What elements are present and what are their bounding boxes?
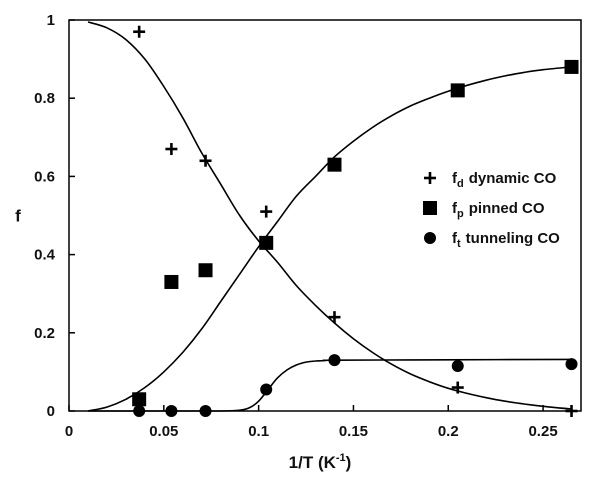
y-axis-title: f bbox=[15, 207, 21, 226]
plot-frame bbox=[68, 19, 582, 412]
pinned-data-point bbox=[164, 274, 179, 289]
x-axis-title-close: ) bbox=[346, 453, 352, 472]
ticks-layer: 0 0.05 0.1 0.15 0.2 0.25 0 0.2 0.4 0.6 0.8 1 bbox=[34, 12, 558, 440]
pinned-data-point bbox=[259, 235, 274, 250]
legend-marker-plus-icon bbox=[424, 172, 436, 184]
dynamic-data-point bbox=[133, 25, 146, 38]
legend-label-dynamic: fd dynamic CO bbox=[452, 170, 557, 190]
dynamic-data-point bbox=[260, 205, 273, 218]
legend-name-pinned: pinned CO bbox=[469, 200, 545, 217]
axes-layer bbox=[68, 19, 582, 412]
x-tick-label: 0.15 bbox=[339, 423, 368, 440]
x-axis-title-superscript: -1 bbox=[336, 452, 346, 464]
legend-subscript-tunneling: t bbox=[457, 238, 461, 250]
tunneling-data-point bbox=[133, 405, 146, 417]
tunneling-data-point bbox=[165, 405, 178, 417]
tunneling-data-point bbox=[260, 383, 273, 396]
x-tick-label: 0.25 bbox=[528, 423, 557, 440]
x-tick-label: 0.05 bbox=[149, 423, 178, 440]
tunneling-fit-curve bbox=[87, 358, 572, 412]
legend-item-tunneling: ft tunneling CO bbox=[424, 230, 560, 250]
legend-name-tunneling: tunneling CO bbox=[466, 230, 560, 247]
legend-marker-circle-icon bbox=[424, 232, 436, 244]
legend-name-dynamic: dynamic CO bbox=[469, 170, 557, 187]
legend-symbol-tunneling: f bbox=[452, 230, 458, 247]
y-tick-label: 0.6 bbox=[34, 168, 55, 185]
legend-item-dynamic: fd dynamic CO bbox=[424, 170, 557, 190]
dynamic-data-point bbox=[565, 405, 578, 417]
x-tick-label: 0.1 bbox=[248, 423, 269, 440]
legend-square-icon bbox=[423, 201, 437, 215]
y-tick-label: 0.4 bbox=[34, 247, 56, 264]
legend-subscript-pinned: p bbox=[457, 208, 464, 220]
legend-circle-icon bbox=[424, 232, 436, 244]
pinned-data-point bbox=[450, 83, 465, 98]
x-axis-title: 1/T (K-1) bbox=[289, 452, 352, 472]
tunneling-data-point bbox=[328, 354, 341, 367]
dynamic-data-point bbox=[199, 154, 212, 167]
legend: fd dynamic CO fp pinned CO ft tunneling CO bbox=[423, 170, 560, 250]
y-tick-label: 0.8 bbox=[34, 90, 55, 107]
tunneling-data-point bbox=[565, 358, 578, 371]
legend-item-pinned: fp pinned CO bbox=[423, 200, 545, 220]
legend-subscript-dynamic: d bbox=[457, 178, 464, 190]
y-tick-label: 1 bbox=[47, 12, 55, 29]
pinned-data-point bbox=[132, 392, 147, 407]
legend-marker-square-icon bbox=[423, 201, 437, 215]
legend-label-pinned: fp pinned CO bbox=[452, 200, 545, 220]
tunneling-data-point bbox=[451, 360, 464, 373]
legend-symbol-pinned: f bbox=[452, 200, 458, 217]
y-tick-label: 0 bbox=[47, 403, 55, 420]
dynamic-data-point bbox=[328, 311, 341, 324]
x-axis-title-main: 1/T (K bbox=[289, 453, 337, 472]
x-tick-label: 0 bbox=[65, 423, 73, 440]
dynamic-data-point bbox=[165, 143, 178, 156]
pinned-data-point bbox=[198, 263, 213, 278]
x-tick-label: 0.2 bbox=[438, 423, 459, 440]
dynamic-data-point bbox=[451, 381, 464, 394]
pinned-fit-curve bbox=[87, 66, 572, 412]
legend-label-tunneling: ft tunneling CO bbox=[452, 230, 560, 250]
pinned-data-point bbox=[564, 59, 579, 74]
legend-symbol-dynamic: f bbox=[452, 170, 458, 187]
dynamic-fit-curve bbox=[87, 21, 572, 410]
tunneling-data-point bbox=[199, 405, 212, 417]
pinned-data-point bbox=[327, 157, 342, 172]
markers-layer bbox=[132, 25, 579, 417]
y-tick-label: 0.2 bbox=[34, 325, 55, 342]
legend-plus-icon bbox=[424, 172, 436, 184]
